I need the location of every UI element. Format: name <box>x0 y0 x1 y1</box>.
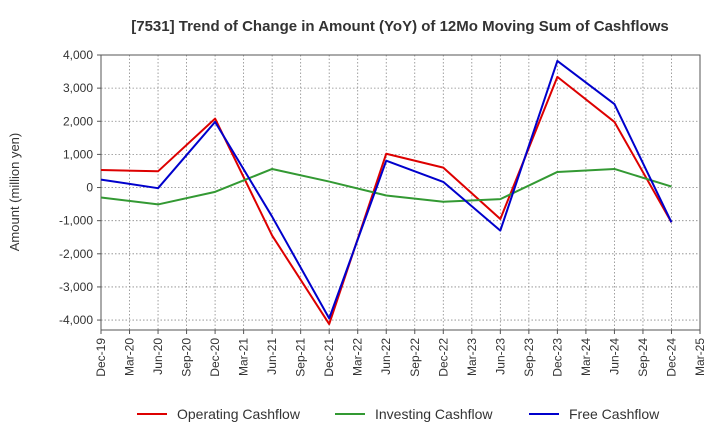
legend: Operating Cashflow Investing Cashflow Free… <box>137 406 660 422</box>
x-tick-label: Mar-21 <box>237 338 251 376</box>
x-tick-label: Dec-20 <box>208 338 222 377</box>
y-axis-label: Amount (million yen) <box>7 133 22 252</box>
x-tick-label: Sep-24 <box>636 338 650 377</box>
series-line-free-cashflow <box>100 59 673 320</box>
x-tick-label: Mar-23 <box>465 338 479 376</box>
x-tick-label: Dec-23 <box>550 338 564 377</box>
series-line-operating-cashflow <box>100 75 673 326</box>
grid-lines <box>100 54 701 330</box>
y-tick-label: 0 <box>86 181 93 195</box>
legend-label: Free Cashflow <box>569 406 660 422</box>
legend-item-investing-cashflow: Investing Cashflow <box>335 406 493 422</box>
y-tick-label: -4,000 <box>59 313 93 327</box>
series-lines <box>100 59 673 326</box>
legend-item-free-cashflow: Free Cashflow <box>529 406 660 422</box>
x-tick-label: Jun-23 <box>493 338 507 375</box>
y-tick-label: -2,000 <box>59 247 93 261</box>
x-tick-label: Mar-24 <box>579 338 593 376</box>
x-tick-label: Jun-24 <box>607 338 621 375</box>
x-tick-label: Dec-24 <box>664 338 678 377</box>
x-tick-label: Jun-21 <box>265 338 279 375</box>
x-tick-label: Dec-19 <box>94 338 108 377</box>
x-tick-label: Mar-22 <box>351 338 365 376</box>
x-tick-label: Sep-23 <box>522 338 536 377</box>
chart-title: [7531] Trend of Change in Amount (YoY) o… <box>131 18 669 35</box>
legend-label: Operating Cashflow <box>177 406 301 422</box>
x-tick-label: Jun-20 <box>151 338 165 375</box>
y-tick-label: -3,000 <box>59 280 93 294</box>
x-tick-label: Jun-22 <box>379 338 393 375</box>
legend-item-operating-cashflow: Operating Cashflow <box>137 406 301 422</box>
y-tick-label: 3,000 <box>63 81 93 95</box>
x-axis-ticks: Dec-19 Mar-20 Jun-20 Sep-20 Dec-20 Mar-21 Jun-… <box>94 330 707 377</box>
x-tick-label: Mar-25 <box>693 338 707 376</box>
y-tick-label: 2,000 <box>63 114 93 128</box>
plot-area-frame <box>100 54 701 331</box>
x-tick-label: Dec-22 <box>436 338 450 377</box>
x-tick-label: Mar-20 <box>123 338 137 376</box>
x-tick-label: Sep-21 <box>294 338 308 377</box>
y-tick-label: 1,000 <box>63 147 93 161</box>
legend-label: Investing Cashflow <box>375 406 493 422</box>
y-axis-ticks: 4,000 3,000 2,000 1,000 0 -1,000 -2,000 -3,000 -… <box>59 48 101 327</box>
x-tick-label: Sep-20 <box>180 338 194 377</box>
x-tick-label: Sep-22 <box>408 338 422 377</box>
y-tick-label: 4,000 <box>63 48 93 62</box>
series-line-investing-cashflow <box>100 167 672 206</box>
y-tick-label: -1,000 <box>59 214 93 228</box>
x-tick-label: Dec-21 <box>322 338 336 377</box>
